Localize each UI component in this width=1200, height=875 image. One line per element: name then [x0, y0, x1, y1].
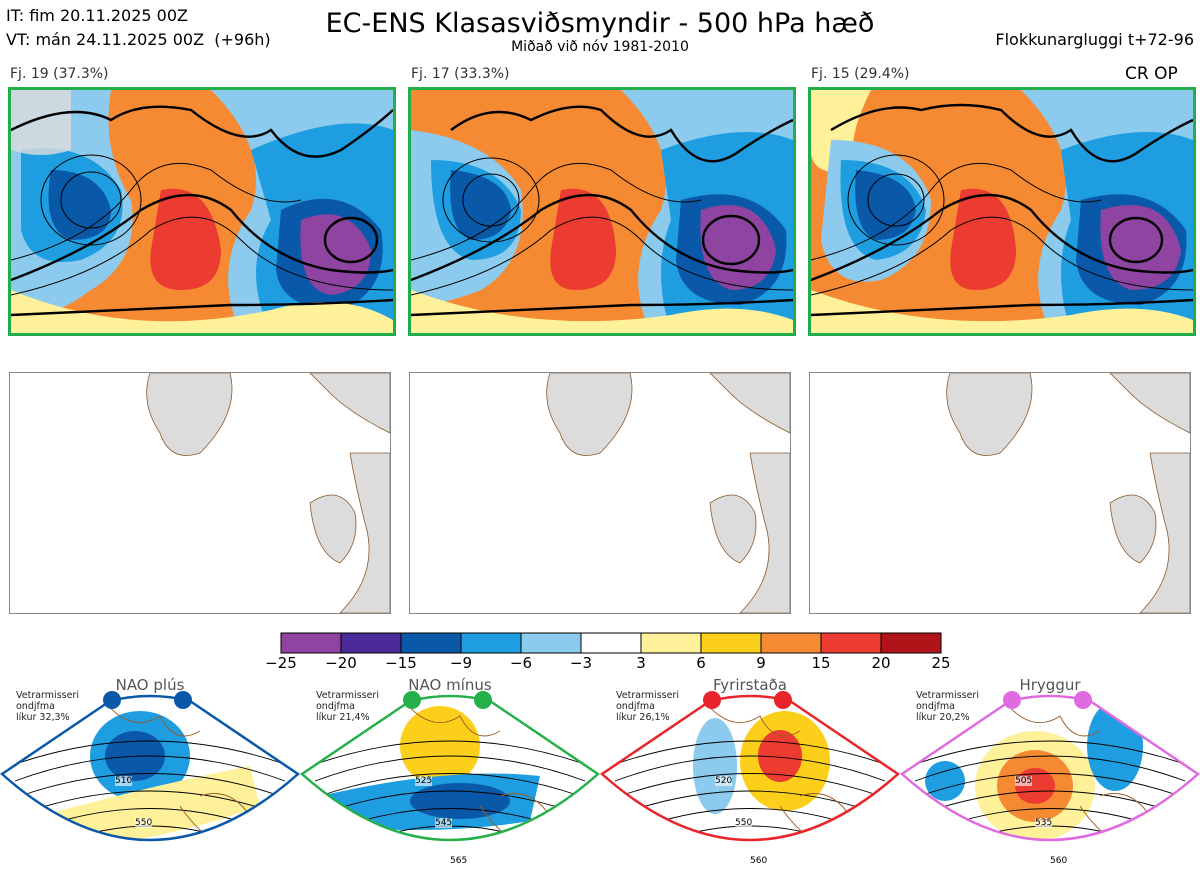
regime-note: Vetrarmisseri ondjfma líkur 21,4%: [316, 690, 379, 723]
regime-title: NAO mínus: [408, 676, 492, 694]
colorbar-tick-label: −20: [325, 654, 357, 672]
cr-op-label: CR OP: [1125, 64, 1178, 84]
colorbar-swatch: [820, 632, 882, 654]
empty-map-3: [809, 372, 1191, 614]
cluster-label-2: Fj. 17 (33.3%): [411, 66, 510, 82]
colorbar-swatch: [400, 632, 462, 654]
cluster-label-3: Fj. 15 (29.4%): [811, 66, 910, 82]
cluster-map-3: [808, 87, 1196, 336]
colorbar-swatch: [700, 632, 762, 654]
regime-contour-label: 560: [1050, 856, 1068, 866]
regime-title: Hryggur: [1019, 676, 1081, 694]
regime-marker-dot: [1074, 691, 1092, 709]
regime-map: [899, 694, 1200, 842]
colorbar: [280, 632, 942, 654]
cluster-label-1: Fj. 19 (37.3%): [10, 66, 109, 82]
page-title: EC-ENS Klasasviðsmyndir - 500 hPa hæð: [325, 8, 875, 39]
cluster-map-2: [408, 87, 796, 336]
regime-contour-label: 510: [115, 776, 133, 786]
colorbar-tick-label: −6: [509, 654, 533, 672]
regime-contour-label: 535: [1035, 818, 1053, 828]
regime-contour-label: 520: [715, 776, 733, 786]
empty-map-1-svg: [146, 373, 390, 613]
regime-contour-label: 550: [135, 818, 153, 828]
regime-title: Fyrirstaða: [713, 676, 787, 694]
empty-map-3-svg: [946, 373, 1190, 613]
empty-map-2-svg: [546, 373, 790, 613]
cluster-map-2-svg: [411, 90, 793, 333]
colorbar-tick-label: −3: [569, 654, 593, 672]
valid-time: VT: mán 24.11.2025 00Z (+96h): [6, 30, 271, 49]
regime-marker-dot: [474, 691, 492, 709]
page-subtitle: Miðað við nóv 1981-2010: [511, 39, 689, 55]
colorbar-tick-label: −9: [449, 654, 473, 672]
regime-panel: Fyrirstaða Vetrarmisseri ondjfma líkur 26…: [599, 676, 901, 871]
colorbar-tick-label: −15: [385, 654, 417, 672]
cluster-map-1-svg: [11, 90, 393, 333]
regime-marker-dot: [103, 691, 121, 709]
cluster-map-3-svg: [811, 90, 1193, 333]
regime-note: Vetrarmisseri ondjfma líkur 20,2%: [916, 690, 979, 723]
regime-contour-label: 550: [735, 818, 753, 828]
issue-time: IT: fim 20.11.2025 00Z: [6, 6, 188, 25]
colorbar-tick-label: −25: [265, 654, 297, 672]
colorbar-tick-label: 25: [931, 654, 951, 672]
regime-contour-label: 505: [1015, 776, 1033, 786]
regime-title: NAO plús: [115, 676, 185, 694]
colorbar-swatch: [460, 632, 522, 654]
regime-map: [299, 694, 601, 842]
regime-contour-label: 525: [415, 776, 433, 786]
colorbar-swatch: [880, 632, 942, 654]
regime-panel: NAO plús Vetrarmisseri ondjfma líkur 32,3…: [0, 676, 301, 871]
regime-marker-dot: [774, 691, 792, 709]
regime-note: Vetrarmisseri ondjfma líkur 32,3%: [16, 690, 79, 723]
empty-map-2: [409, 372, 791, 614]
regime-contour-label: 560: [750, 856, 768, 866]
regime-marker-dot: [1003, 691, 1021, 709]
regime-map: [0, 694, 301, 842]
regime-map: [599, 694, 901, 842]
regime-contour-label: 545: [435, 818, 453, 828]
colorbar-swatch: [280, 632, 342, 654]
colorbar-swatch: [520, 632, 582, 654]
regime-marker-dot: [703, 691, 721, 709]
empty-map-1: [9, 372, 391, 614]
regime-note: Vetrarmisseri ondjfma líkur 26,1%: [616, 690, 679, 723]
cluster-map-1: [8, 87, 396, 336]
colorbar-tick-label: 3: [636, 654, 646, 672]
colorbar-tick-label: 6: [696, 654, 706, 672]
regime-panel: NAO mínus Vetrarmisseri ondjfma líkur 21,…: [299, 676, 601, 871]
regime-panel: Hryggur Vetrarmisseri ondjfma líkur 20,2%…: [899, 676, 1200, 871]
colorbar-swatch: [340, 632, 402, 654]
colorbar-tick-label: 9: [756, 654, 766, 672]
colorbar-tick-label: 15: [811, 654, 831, 672]
colorbar-swatch: [580, 632, 642, 654]
classification-window: Flokkunargluggi t+72-96: [995, 30, 1194, 49]
regime-marker-dot: [403, 691, 421, 709]
colorbar-tick-label: 20: [871, 654, 891, 672]
regime-marker-dot: [174, 691, 192, 709]
regime-contour-label: 565: [450, 856, 468, 866]
colorbar-swatch: [760, 632, 822, 654]
colorbar-swatch: [640, 632, 702, 654]
